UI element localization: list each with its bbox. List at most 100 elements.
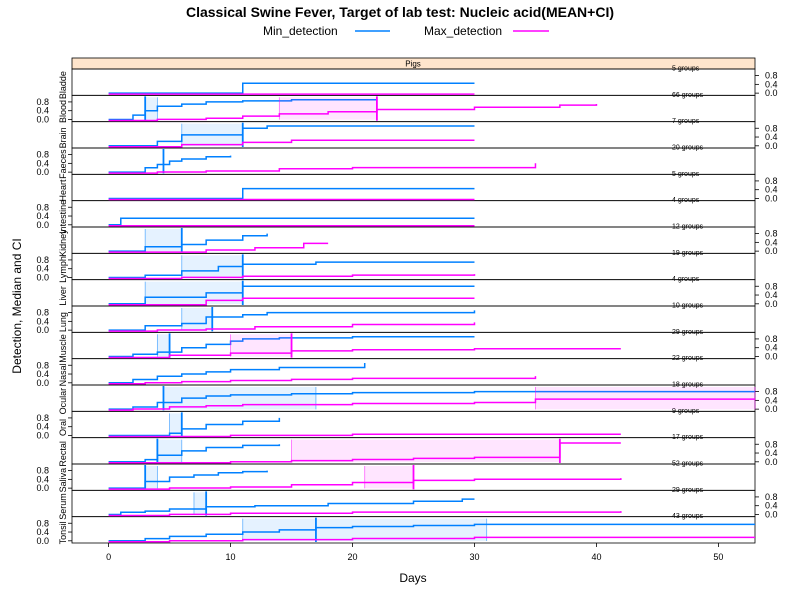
min-detection-curve	[108, 523, 755, 542]
y-tick-label: 0.4	[36, 422, 49, 432]
y-tick-label: 0.0	[765, 193, 778, 203]
max-detection-curve	[108, 398, 755, 411]
y-tick-label: 0.4	[765, 79, 778, 89]
y-tick-label: 0.8	[765, 492, 778, 502]
y-tick-label: 0.4	[36, 264, 49, 274]
min-detection-curve	[108, 444, 281, 463]
max-detection-curve	[108, 163, 537, 174]
min-detection-curve	[108, 310, 476, 331]
x-tick-label: 30	[469, 552, 479, 562]
min-detection-curve	[108, 233, 268, 252]
y-tick-label: 0.8	[765, 439, 778, 449]
max-ci-band	[291, 439, 560, 462]
min-ci-band	[181, 308, 213, 331]
min-detection-curve	[108, 498, 475, 516]
panel-label: Blood	[58, 100, 68, 123]
legend-label-min: Min_detection	[263, 24, 338, 38]
y-tick-label: 0.0	[765, 509, 778, 519]
max-ci-band	[535, 387, 755, 410]
y-tick-label: 0.4	[36, 527, 49, 537]
y-tick-label: 0.4	[36, 106, 49, 116]
min-ci-band	[145, 97, 158, 120]
y-tick-label: 0.0	[765, 457, 778, 467]
panel-label: Serum	[58, 493, 68, 520]
y-tick-label: 0.4	[36, 474, 49, 484]
y-tick-label: 0.0	[36, 220, 49, 230]
min-detection-curve	[108, 98, 377, 121]
y-tick-label: 0.8	[765, 176, 778, 186]
panel-label: Heart	[58, 179, 68, 202]
max-ci-band	[279, 97, 377, 120]
min-ci-band	[181, 255, 243, 278]
max-detection-curve	[108, 511, 622, 517]
y-tick-label: 0.8	[36, 466, 49, 476]
y-tick-label: 0.0	[36, 114, 49, 124]
y-tick-label: 0.8	[765, 229, 778, 239]
y-tick-label: 0.4	[36, 369, 49, 379]
x-tick-label: 0	[106, 552, 111, 562]
max-detection-curve	[108, 297, 475, 306]
x-tick-label: 40	[591, 552, 601, 562]
min-detection-curve	[108, 285, 475, 305]
y-tick-label: 0.8	[36, 202, 49, 212]
min-detection-curve	[108, 261, 475, 279]
panel-bladde: 0.00.40.8 Bladde 5 groups	[58, 66, 778, 100]
max-detection-curve	[108, 274, 476, 280]
min-ci-band	[242, 518, 487, 541]
min-ci-band	[145, 466, 158, 489]
min-ci-band	[157, 334, 170, 357]
min-detection-curve	[108, 125, 475, 147]
y-tick-label: 0.4	[36, 211, 49, 221]
y-tick-label: 0.0	[765, 351, 778, 361]
x-axis-label: Days	[399, 571, 426, 585]
x-tick-label: 10	[226, 552, 236, 562]
max-detection-curve	[108, 347, 621, 359]
panel-label: Faeces	[58, 149, 68, 179]
panel-frame	[71, 94, 756, 123]
panel-frame	[71, 173, 756, 202]
panel-frame	[71, 68, 756, 96]
y-tick-label: 0.8	[765, 334, 778, 344]
min-ci-band	[169, 413, 182, 436]
y-tick-label: 0.8	[36, 360, 49, 370]
min-detection-curve	[108, 417, 281, 437]
y-tick-label: 0.8	[36, 413, 49, 423]
min-detection-curve	[108, 82, 475, 94]
y-tick-label: 0.8	[765, 387, 778, 397]
max-detection-curve	[108, 139, 475, 148]
y-tick-label: 0.0	[36, 325, 49, 335]
y-tick-label: 0.0	[765, 299, 778, 309]
y-tick-label: 0.0	[36, 536, 49, 546]
x-tick-label: 20	[348, 552, 358, 562]
y-tick-label: 0.4	[765, 343, 778, 353]
panel-intestine: 0.00.40.8 Intestine 4 groups	[36, 197, 756, 234]
min-detection-curve	[108, 155, 232, 173]
max-detection-curve	[108, 536, 755, 543]
panel-frame	[71, 305, 756, 333]
y-tick-label: 0.0	[36, 272, 49, 282]
max-detection-curve	[108, 104, 598, 122]
max-detection-curve	[108, 433, 621, 438]
max-detection-curve	[108, 478, 622, 490]
y-tick-label: 0.4	[765, 237, 778, 247]
panel-label: Tonsil	[58, 521, 68, 544]
panel-frame	[71, 200, 756, 228]
panel-label: Muscle	[58, 334, 68, 363]
legend-label-max: Max_detection	[424, 24, 502, 38]
strip-header: Pigs	[71, 57, 756, 70]
panel-label: Intestine	[58, 200, 68, 234]
y-tick-label: 0.0	[36, 430, 49, 440]
min-ci-band	[157, 439, 182, 462]
y-tick-label: 0.0	[36, 167, 49, 177]
